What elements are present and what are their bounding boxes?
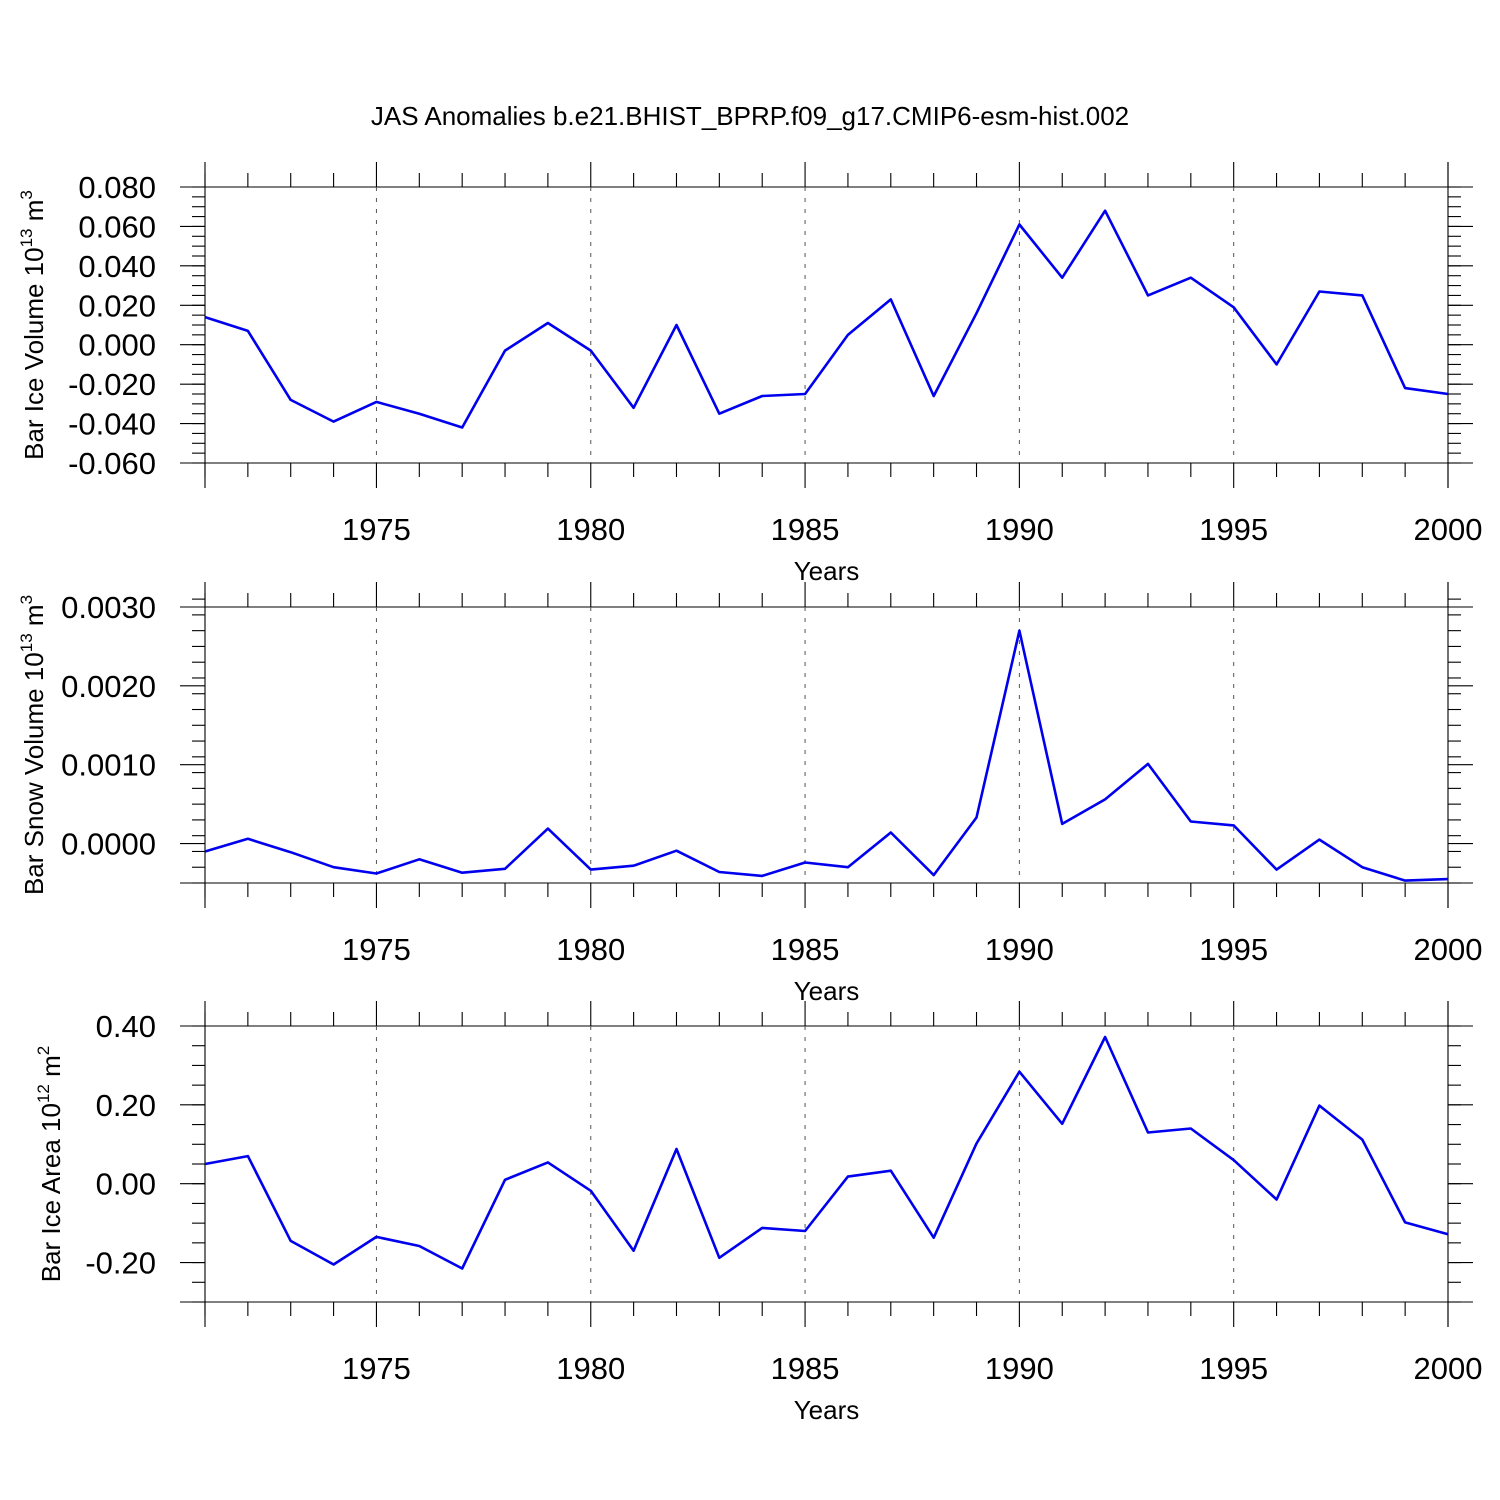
- figure-title: JAS Anomalies b.e21.BHIST_BPRP.f09_g17.C…: [371, 101, 1129, 131]
- y-tick-label: 0.080: [78, 170, 156, 205]
- x-tick-label: 2000: [1414, 1351, 1483, 1386]
- panel-3: -0.20 0.00 0.20 0.40 1975 1980 1985 1990 1995 200…: [34, 1001, 1482, 1425]
- y-tick-label: -0.020: [68, 367, 156, 402]
- y-tick-label: 0.020: [78, 288, 156, 323]
- x-tick-label: 1980: [556, 932, 625, 967]
- panel-2: 0.0000 0.0010 0.0020 0.0030 1975 1980 1985 1990…: [17, 582, 1482, 1006]
- y-tick-label: 0.000: [78, 328, 156, 363]
- x-tick-label: 1995: [1199, 512, 1268, 547]
- x-tick-label: 1985: [771, 512, 840, 547]
- y-tick-label: 0.40: [96, 1009, 156, 1044]
- x-tick-label: 2000: [1414, 932, 1483, 967]
- y-axis-label: Bar Ice Area 1012 m2: [34, 1046, 66, 1283]
- series-line: [204, 1035, 1449, 1270]
- x-tick-label: 1985: [771, 1351, 840, 1386]
- x-tick-label: 1990: [985, 932, 1054, 967]
- y-tick-label: 0.0030: [61, 590, 156, 625]
- y-tick-label: 0.060: [78, 209, 156, 244]
- y-tick-label: 0.0000: [61, 827, 156, 862]
- x-tick-label: 1975: [342, 932, 411, 967]
- x-tick-label: 1975: [342, 512, 411, 547]
- x-tick-label: 1995: [1199, 932, 1268, 967]
- y-tick-label: 0.00: [96, 1167, 156, 1202]
- x-axis-label: Years: [794, 1395, 860, 1425]
- x-tick-label: 1980: [556, 1351, 625, 1386]
- x-tick-label: 2000: [1414, 512, 1483, 547]
- y-tick-label: -0.040: [68, 407, 156, 442]
- x-tick-label: 1975: [342, 1351, 411, 1386]
- x-axis-label: Years: [794, 556, 860, 586]
- x-tick-label: 1990: [985, 512, 1054, 547]
- x-tick-label: 1990: [985, 1351, 1054, 1386]
- panels: -0.060 -0.040 -0.020 0.000 0.020 0.040 0.060 0.…: [17, 162, 1482, 1425]
- x-tick-label: 1985: [771, 932, 840, 967]
- y-tick-label: 0.040: [78, 249, 156, 284]
- y-axis-label: Bar Ice Volume 1013 m3: [17, 190, 49, 460]
- y-tick-label: 0.20: [96, 1088, 156, 1123]
- series-line: [204, 629, 1449, 882]
- series-line: [204, 209, 1449, 429]
- y-tick-label: 0.0010: [61, 748, 156, 783]
- x-tick-label: 1995: [1199, 1351, 1268, 1386]
- x-axis-label: Years: [794, 976, 860, 1006]
- y-tick-label: -0.060: [68, 446, 156, 481]
- y-axis-label: Bar Snow Volume 1013 m3: [17, 595, 49, 895]
- y-tick-label: -0.20: [85, 1246, 156, 1281]
- panel-1: -0.060 -0.040 -0.020 0.000 0.020 0.040 0.060 0.…: [17, 162, 1482, 586]
- y-tick-label: 0.0020: [61, 669, 156, 704]
- x-tick-label: 1980: [556, 512, 625, 547]
